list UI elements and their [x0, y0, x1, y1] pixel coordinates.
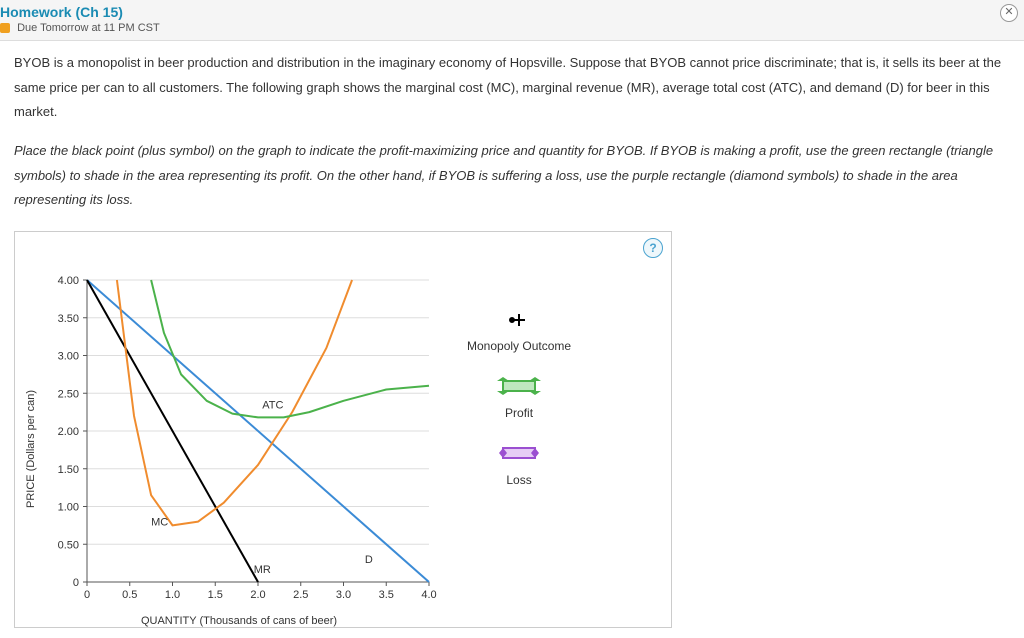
svg-text:1.50: 1.50: [58, 464, 79, 476]
help-icon[interactable]: ?: [643, 238, 663, 258]
svg-text:0.50: 0.50: [58, 539, 79, 551]
svg-text:ATC: ATC: [262, 399, 283, 411]
y-axis-label: PRICE (Dollars per can): [23, 390, 39, 508]
svg-text:MR: MR: [254, 564, 271, 576]
problem-body: BYOB is a monopolist in beer production …: [0, 41, 1024, 638]
svg-text:0: 0: [73, 577, 79, 589]
svg-text:3.00: 3.00: [58, 351, 79, 363]
assignment-header: Homework (Ch 15) Due Tomorrow at 11 PM C…: [0, 0, 1024, 41]
svg-text:1.00: 1.00: [58, 502, 79, 514]
close-button[interactable]: ✕: [1000, 4, 1018, 22]
svg-text:2.50: 2.50: [58, 388, 79, 400]
legend: Monopoly Outcome Profit: [467, 310, 571, 509]
legend-monopoly[interactable]: Monopoly Outcome: [467, 310, 571, 353]
due-text: Due Tomorrow at 11 PM CST: [17, 22, 160, 34]
legend-profit[interactable]: Profit: [467, 375, 571, 420]
chart-svg-container: DMRMCATC00.51.01.52.02.53.03.54.000.501.…: [39, 270, 439, 627]
problem-paragraph-1: BYOB is a monopolist in beer production …: [14, 51, 1010, 125]
graph-panel: ? PRICE (Dollars per can) DMRMCATC00.51.…: [14, 231, 672, 628]
x-axis-label: QUANTITY (Thousands of cans of beer): [39, 615, 439, 627]
due-icon: [0, 23, 10, 33]
svg-text:MC: MC: [151, 517, 168, 529]
svg-text:D: D: [365, 554, 373, 566]
legend-loss[interactable]: Loss: [467, 442, 571, 487]
svg-text:2.00: 2.00: [58, 426, 79, 438]
svg-text:4.00: 4.00: [58, 275, 79, 287]
legend-monopoly-label: Monopoly Outcome: [467, 339, 571, 353]
chart-wrap: PRICE (Dollars per can) DMRMCATC00.51.01…: [23, 270, 663, 627]
econ-chart[interactable]: DMRMCATC00.51.01.52.02.53.03.54.000.501.…: [39, 270, 439, 610]
problem-instructions: Place the black point (plus symbol) on t…: [14, 139, 1010, 213]
svg-text:3.50: 3.50: [58, 313, 79, 325]
legend-loss-label: Loss: [467, 473, 571, 487]
due-row: Due Tomorrow at 11 PM CST: [0, 22, 1016, 34]
assignment-title: Homework (Ch 15): [0, 4, 123, 20]
legend-profit-label: Profit: [467, 406, 571, 420]
